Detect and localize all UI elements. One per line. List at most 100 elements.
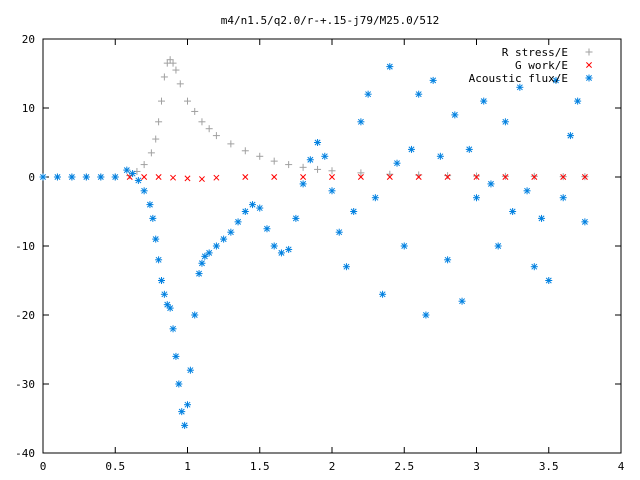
data-point (277, 249, 285, 257)
data-point (111, 173, 119, 181)
data-point (140, 187, 148, 195)
data-marks (39, 56, 589, 429)
data-point (566, 132, 574, 140)
data-point (357, 174, 364, 180)
data-point (473, 194, 480, 202)
data-point (451, 111, 459, 119)
data-point (152, 235, 160, 243)
x-tick-label: 0 (40, 460, 47, 473)
data-point (328, 187, 336, 195)
data-point (531, 174, 538, 180)
data-point (129, 170, 137, 178)
data-point (386, 174, 393, 180)
data-point (186, 366, 194, 374)
data-point (212, 132, 220, 140)
data-point (213, 174, 220, 181)
data-point (191, 107, 199, 115)
data-point (220, 235, 228, 243)
data-point (545, 277, 553, 284)
data-point (191, 311, 199, 319)
data-point (205, 249, 213, 257)
data-point (155, 118, 163, 126)
data-point (176, 80, 184, 88)
data-point (53, 173, 61, 181)
data-point (415, 90, 423, 98)
data-point (299, 180, 307, 188)
data-point (172, 352, 180, 360)
data-point (357, 169, 365, 177)
data-point (172, 66, 180, 74)
data-point (560, 174, 567, 180)
data-point (175, 380, 183, 388)
data-point (227, 140, 235, 148)
data-point (184, 97, 191, 105)
data-point (155, 174, 162, 180)
y-tick-label: 0 (28, 171, 35, 184)
data-point (205, 125, 213, 133)
data-point (181, 421, 189, 429)
data-point (270, 242, 278, 250)
data-point (574, 97, 582, 105)
data-point (501, 118, 509, 126)
data-point (198, 176, 205, 183)
data-point (321, 152, 329, 160)
data-point (147, 149, 155, 157)
legend-label: Acoustic flux/E (469, 72, 568, 85)
data-point (364, 90, 372, 98)
data-point (68, 173, 76, 181)
y-tick-label: 10 (22, 102, 35, 115)
data-point (292, 214, 300, 222)
data-point (140, 161, 148, 169)
data-point (146, 201, 154, 209)
data-point (170, 174, 177, 181)
data-point (487, 180, 495, 188)
data-point (227, 228, 235, 236)
data-point (306, 156, 314, 164)
data-point (155, 256, 163, 264)
x-tick-label: 1.5 (250, 460, 270, 473)
x-tick-label: 3 (473, 460, 480, 473)
data-point (234, 218, 242, 226)
x-tick-label: 0.5 (105, 460, 125, 473)
data-point (198, 259, 206, 267)
data-point (271, 174, 278, 180)
data-point (134, 176, 142, 184)
data-point (393, 159, 401, 167)
data-point (329, 174, 335, 180)
data-point (350, 208, 358, 215)
data-point (285, 161, 293, 169)
data-point (342, 263, 350, 271)
data-point (241, 147, 249, 155)
data-point (152, 135, 160, 143)
data-point (166, 56, 174, 64)
data-point (538, 214, 546, 222)
data-point (249, 201, 257, 209)
data-point (444, 256, 452, 264)
data-point (160, 73, 168, 81)
data-point (444, 172, 452, 180)
data-point (195, 270, 203, 278)
data-point (241, 208, 249, 215)
data-point (184, 175, 191, 182)
data-point (357, 118, 365, 126)
data-point (379, 290, 387, 298)
data-point (335, 228, 343, 236)
legend-marker (585, 48, 593, 56)
x-tick-label: 1 (184, 460, 191, 473)
data-point (169, 325, 177, 333)
data-point (160, 290, 168, 298)
chart-title: m4/n1.5/q2.0/r-+.15-j79/M25.0/512 (221, 14, 440, 27)
data-point (300, 174, 307, 180)
data-point (314, 139, 322, 146)
data-point (581, 218, 589, 226)
data-point (473, 172, 480, 180)
data-point (530, 263, 538, 271)
data-point (178, 408, 186, 416)
data-point (299, 163, 307, 171)
data-point (386, 63, 394, 71)
y-tick-label: -30 (15, 378, 35, 391)
data-point (314, 165, 322, 173)
plot-frame (42, 38, 622, 454)
